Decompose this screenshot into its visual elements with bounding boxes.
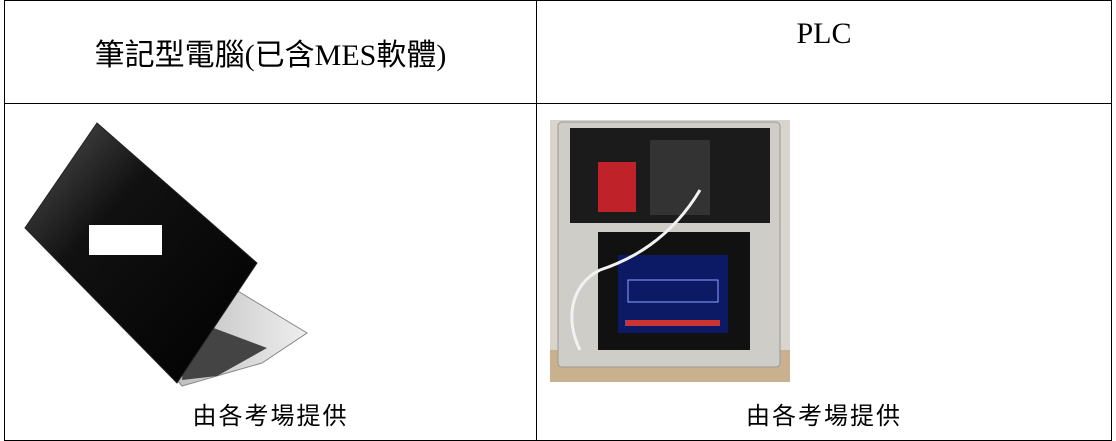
header-text: PLC: [796, 17, 852, 50]
header-text: 筆記型電腦(已含MES軟體): [94, 39, 447, 72]
caption: 由各考場提供: [746, 404, 902, 430]
header-cell: PLC: [536, 0, 1112, 104]
header-cell: 筆記型電腦(已含MES軟體): [4, 0, 537, 104]
table-cell: 由各考場提供: [4, 103, 537, 441]
caption: 由各考場提供: [192, 404, 349, 430]
plc-image: [550, 120, 790, 382]
table-cell: 由各考場提供: [536, 103, 1112, 441]
laptop-image: [24, 122, 308, 387]
